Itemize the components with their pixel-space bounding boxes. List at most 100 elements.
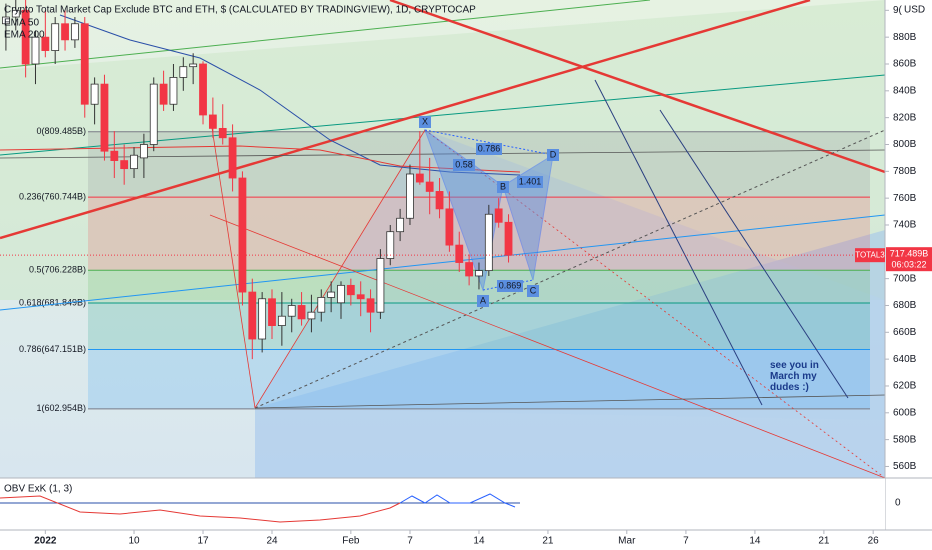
x-tick-label: 21 bbox=[818, 536, 830, 547]
price-tag-label: 717.489B bbox=[890, 249, 929, 259]
candle-body bbox=[80, 23, 89, 105]
candle-body bbox=[435, 191, 444, 210]
label-box bbox=[547, 149, 559, 161]
indicator-pane bbox=[0, 478, 885, 530]
y-tick-label: 800B bbox=[893, 139, 917, 150]
fib-label: 0(809.485B) bbox=[36, 126, 86, 136]
y-tick-label: 580B bbox=[893, 434, 917, 445]
label-box bbox=[453, 159, 475, 171]
x-tick-label: Feb bbox=[342, 536, 360, 547]
candle-body bbox=[61, 23, 69, 41]
label-box bbox=[497, 280, 523, 292]
candle-body bbox=[445, 208, 454, 246]
candle-body bbox=[2, 16, 10, 25]
annotation: see you in March my dudes :) bbox=[770, 360, 819, 393]
x-tick-label: 14 bbox=[749, 536, 761, 547]
candle-body bbox=[475, 270, 483, 277]
y-tick-label: 860B bbox=[893, 59, 917, 70]
candle-body bbox=[248, 291, 257, 340]
y-tick-label: 700B bbox=[893, 273, 917, 284]
candle-body bbox=[199, 63, 207, 116]
y-tick-label: 560B bbox=[893, 461, 917, 472]
legend-entry: EMA 50 bbox=[4, 18, 39, 29]
harmonic-labels: X A B C D 0.786 0.58 1.401 0.869 bbox=[419, 116, 559, 307]
candle-body bbox=[208, 114, 217, 129]
fib-label: 0.786(647.151B) bbox=[19, 344, 86, 354]
label-box bbox=[497, 181, 509, 193]
y-tick-label: 880B bbox=[893, 32, 917, 43]
y-tick-label: 740B bbox=[893, 220, 917, 231]
candle-body bbox=[346, 284, 355, 296]
candle-body bbox=[228, 137, 237, 179]
label-box bbox=[517, 176, 543, 188]
candle-body bbox=[110, 150, 119, 161]
candle-body bbox=[139, 144, 148, 159]
x-tick-label: 7 bbox=[407, 536, 413, 547]
fib-zone bbox=[88, 349, 870, 409]
y-tick-label: 660B bbox=[893, 327, 917, 338]
pitchfork-zone bbox=[255, 230, 885, 478]
price-tag-name: TOTAL3 bbox=[855, 250, 885, 259]
candle-body bbox=[465, 262, 474, 277]
candle-body bbox=[169, 77, 178, 105]
candle-body bbox=[159, 83, 168, 105]
x-tick-label: 10 bbox=[128, 536, 140, 547]
x-tick-label: 7 bbox=[683, 536, 689, 547]
candle-body bbox=[90, 83, 99, 105]
candle-body bbox=[21, 9, 30, 65]
candle-body bbox=[11, 9, 20, 18]
currency-label: USD bbox=[904, 5, 925, 16]
ratio-label: 0.869 bbox=[499, 280, 522, 290]
candle-body bbox=[51, 23, 60, 51]
candle-body bbox=[327, 291, 336, 298]
point-label: C bbox=[530, 285, 537, 295]
candle-body bbox=[218, 127, 227, 139]
ratio-label: 0.786 bbox=[478, 143, 501, 153]
y-tick-label: 640B bbox=[893, 354, 917, 365]
candle-body bbox=[70, 23, 79, 41]
price-tag-name-box bbox=[855, 248, 885, 263]
fib-label: 0.5(706.228B) bbox=[29, 265, 86, 275]
indicator-title: OBV ExK (1, 3) bbox=[4, 484, 72, 495]
candle-body bbox=[376, 258, 385, 313]
candle-body bbox=[455, 244, 464, 263]
indicator-tick: 0 bbox=[895, 498, 901, 509]
x-tick-label: 26 bbox=[868, 536, 880, 547]
y-tick-label: 820B bbox=[893, 112, 917, 123]
candle-body bbox=[406, 173, 414, 219]
ratio-label: 1.401 bbox=[519, 176, 542, 186]
candle-body bbox=[494, 208, 503, 223]
candle-body bbox=[130, 154, 138, 170]
point-label: D bbox=[550, 149, 557, 159]
fib-label: 0.618(681.849B) bbox=[19, 297, 86, 307]
fib-label: 1(602.954B) bbox=[36, 403, 86, 413]
pitchfork-zone bbox=[0, 0, 885, 300]
candle-body bbox=[317, 297, 326, 313]
x-tick-label: 14 bbox=[473, 536, 485, 547]
candle-body bbox=[258, 298, 267, 340]
point-label: X bbox=[422, 116, 428, 126]
candle-body bbox=[31, 36, 40, 65]
point-label: B bbox=[500, 181, 506, 191]
candle-body bbox=[307, 311, 316, 320]
price-tag-countdown: 06:03:22 bbox=[891, 260, 926, 270]
label-box bbox=[419, 116, 431, 128]
label-box bbox=[476, 143, 502, 155]
annotation-box: see you in March my dudes :) bbox=[770, 360, 819, 393]
candle-body bbox=[268, 298, 276, 326]
candle-body bbox=[277, 315, 286, 326]
x-tick-label: 17 bbox=[197, 536, 209, 547]
label-box bbox=[527, 285, 539, 297]
y-tick-label: 620B bbox=[893, 381, 917, 392]
x-tick-label: 24 bbox=[266, 536, 278, 547]
price-tag-box bbox=[886, 247, 932, 272]
y-tick-label: 680B bbox=[893, 300, 917, 311]
candle-body bbox=[484, 213, 493, 271]
candle-body bbox=[504, 221, 513, 256]
candle-body bbox=[189, 63, 198, 68]
ratio-label: 0.58 bbox=[455, 159, 473, 169]
candle-body bbox=[149, 83, 158, 145]
obv-line bbox=[399, 493, 516, 508]
candle-body bbox=[287, 305, 296, 317]
